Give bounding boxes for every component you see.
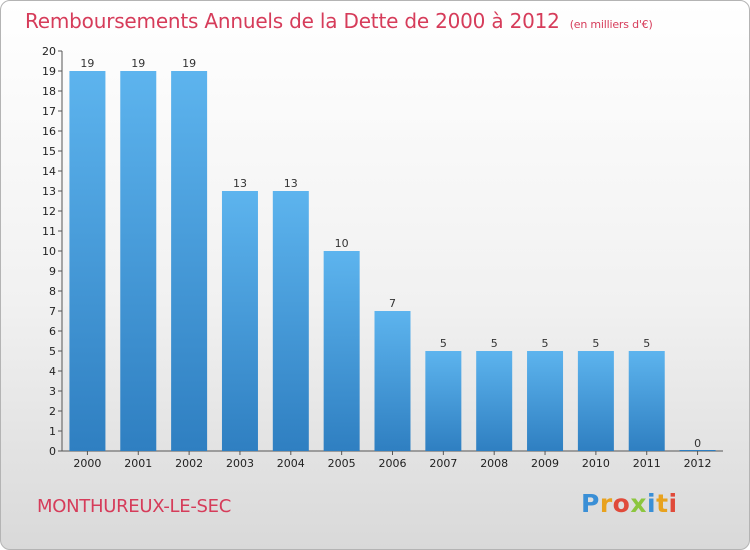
bar (120, 71, 157, 451)
data-label: 7 (389, 297, 396, 310)
y-tick-label: 17 (42, 105, 56, 118)
bar (221, 191, 258, 451)
bar (527, 351, 564, 451)
bar (476, 351, 513, 451)
x-tick-label: 2011 (633, 457, 661, 470)
x-tick-label: 2006 (379, 457, 407, 470)
y-tick-label: 10 (42, 245, 56, 258)
y-tick-label: 1 (49, 425, 56, 438)
logo-letter: P (581, 489, 600, 518)
bar (171, 71, 208, 451)
y-tick-label: 7 (49, 305, 56, 318)
y-tick-label: 15 (42, 145, 56, 158)
bar (577, 351, 614, 451)
data-label: 5 (491, 337, 498, 350)
y-tick-label: 8 (49, 285, 56, 298)
chart-title: Remboursements Annuels de la Dette de 20… (25, 9, 653, 33)
y-tick-label: 0 (49, 445, 56, 458)
bar (374, 311, 411, 451)
y-tick-label: 9 (49, 265, 56, 278)
bar (628, 351, 665, 451)
data-label: 13 (233, 177, 247, 190)
x-tick-label: 2009 (531, 457, 559, 470)
data-label: 19 (131, 57, 145, 70)
data-label: 19 (182, 57, 196, 70)
y-tick-label: 6 (49, 325, 56, 338)
bar (679, 450, 716, 451)
y-tick-label: 18 (42, 85, 56, 98)
bar (272, 191, 309, 451)
data-label: 5 (542, 337, 549, 350)
chart-title-text: Remboursements Annuels de la Dette de 20… (25, 9, 560, 33)
unit-note: (en milliers d'€) (569, 18, 653, 31)
data-label: 19 (80, 57, 94, 70)
data-label: 5 (643, 337, 650, 350)
logo-letter: t (656, 489, 669, 518)
data-label: 0 (694, 437, 701, 450)
data-label: 5 (440, 337, 447, 350)
x-tick-label: 2002 (175, 457, 203, 470)
logo-letter: i (668, 489, 678, 518)
y-tick-label: 11 (42, 225, 56, 238)
y-tick-label: 20 (42, 45, 56, 58)
x-tick-label: 2012 (684, 457, 712, 470)
logo-letter: r (599, 489, 613, 518)
proxiti-logo: Proxiti (581, 489, 678, 518)
bar (425, 351, 462, 451)
y-tick-label: 5 (49, 345, 56, 358)
y-tick-label: 14 (42, 165, 56, 178)
data-label: 10 (335, 237, 349, 250)
x-tick-label: 2000 (73, 457, 101, 470)
logo-letter: o (612, 489, 631, 518)
commune-name: MONTHUREUX-LE-SEC (37, 496, 232, 517)
y-tick-label: 12 (42, 205, 56, 218)
y-tick-label: 3 (49, 385, 56, 398)
data-label: 5 (592, 337, 599, 350)
x-tick-label: 2007 (429, 457, 457, 470)
bar (69, 71, 106, 451)
x-tick-label: 2004 (277, 457, 305, 470)
x-tick-label: 2001 (124, 457, 152, 470)
x-tick-label: 2010 (582, 457, 610, 470)
logo-letter: i (647, 489, 657, 518)
data-label: 13 (284, 177, 298, 190)
logo-letter: x (630, 489, 647, 518)
y-tick-label: 2 (49, 405, 56, 418)
y-tick-label: 13 (42, 185, 56, 198)
bar (323, 251, 360, 451)
y-tick-label: 4 (49, 365, 56, 378)
x-tick-label: 2008 (480, 457, 508, 470)
y-tick-label: 16 (42, 125, 56, 138)
x-tick-label: 2005 (328, 457, 356, 470)
x-tick-label: 2003 (226, 457, 254, 470)
y-tick-label: 19 (42, 65, 56, 78)
